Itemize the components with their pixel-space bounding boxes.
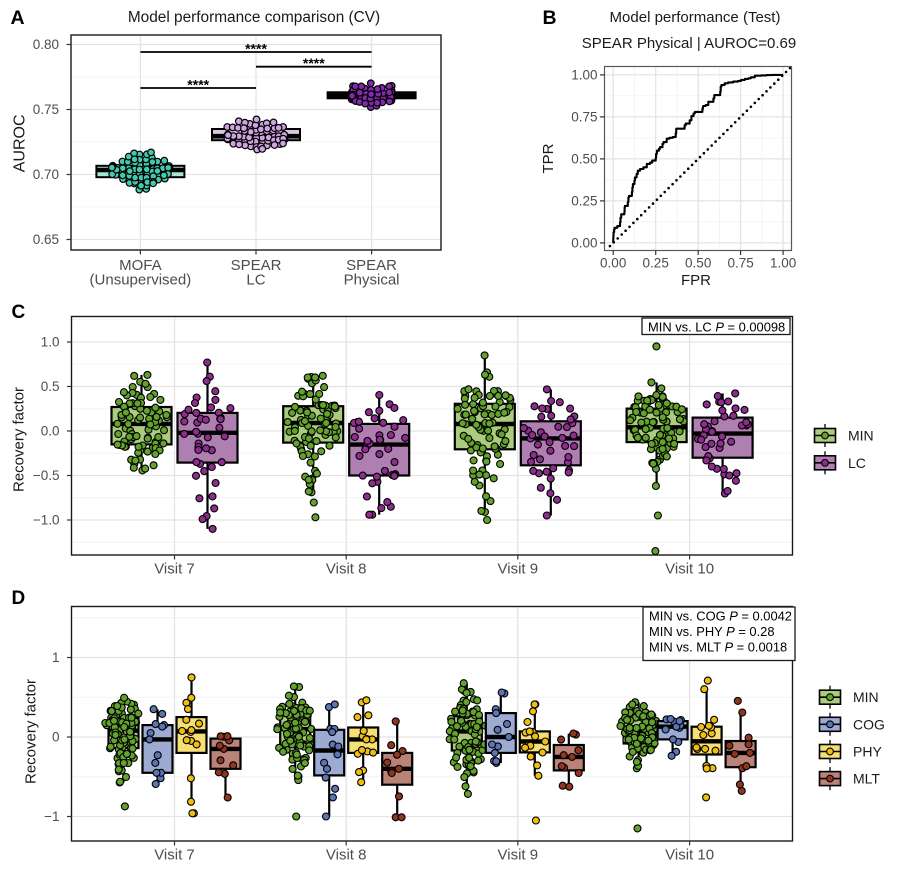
svg-text:MIN vs. COG P = 0.0042: MIN vs. COG P = 0.0042 bbox=[649, 608, 792, 623]
svg-text:0.25: 0.25 bbox=[643, 256, 669, 271]
svg-text:0.75: 0.75 bbox=[33, 102, 59, 117]
svg-text:Visit 7: Visit 7 bbox=[154, 561, 195, 578]
svg-text:Visit 9: Visit 9 bbox=[498, 847, 539, 864]
svg-text:D: D bbox=[12, 588, 26, 609]
svg-text:****: **** bbox=[303, 55, 325, 71]
svg-text:MIN vs. LC P = 0.00098: MIN vs. LC P = 0.00098 bbox=[648, 319, 785, 334]
svg-text:Visit 9: Visit 9 bbox=[498, 561, 539, 578]
svg-text:Model performance (Test): Model performance (Test) bbox=[610, 9, 781, 26]
svg-text:1: 1 bbox=[52, 650, 60, 665]
svg-text:Visit 7: Visit 7 bbox=[154, 847, 195, 864]
svg-text:B: B bbox=[543, 7, 557, 29]
svg-text:1.0: 1.0 bbox=[41, 335, 60, 350]
svg-text:0.50: 0.50 bbox=[571, 151, 597, 166]
svg-text:Visit 8: Visit 8 bbox=[326, 561, 367, 578]
svg-text:****: **** bbox=[245, 41, 267, 57]
svg-text:Visit 10: Visit 10 bbox=[665, 561, 714, 578]
svg-text:FPR: FPR bbox=[681, 272, 711, 289]
svg-text:Physical: Physical bbox=[344, 272, 400, 289]
svg-text:−0.5: −0.5 bbox=[33, 468, 60, 483]
svg-text:−1.0: −1.0 bbox=[33, 513, 60, 528]
svg-text:−1: −1 bbox=[44, 809, 59, 824]
svg-text:MLT: MLT bbox=[853, 771, 880, 787]
svg-text:MOFA: MOFA bbox=[119, 257, 162, 274]
svg-text:0.5: 0.5 bbox=[41, 379, 60, 394]
svg-text:Recovery factor: Recovery factor bbox=[11, 387, 28, 492]
svg-text:Visit 10: Visit 10 bbox=[665, 847, 714, 864]
svg-text:0.00: 0.00 bbox=[600, 256, 626, 271]
svg-text:MIN: MIN bbox=[853, 689, 879, 705]
svg-text:0.80: 0.80 bbox=[33, 37, 59, 52]
svg-text:(Unsupervised): (Unsupervised) bbox=[90, 272, 192, 289]
svg-text:0.70: 0.70 bbox=[33, 167, 59, 182]
svg-text:MIN: MIN bbox=[848, 428, 874, 444]
svg-text:Recovery factor: Recovery factor bbox=[23, 679, 40, 784]
svg-text:****: **** bbox=[187, 77, 209, 93]
svg-text:COG: COG bbox=[853, 716, 885, 732]
svg-text:Model performance comparison (: Model performance comparison (CV) bbox=[128, 9, 380, 26]
svg-text:SPEAR Physical | AUROC=0.69: SPEAR Physical | AUROC=0.69 bbox=[582, 35, 796, 52]
svg-text:0.0: 0.0 bbox=[41, 424, 60, 439]
svg-text:0.00: 0.00 bbox=[571, 235, 597, 250]
svg-text:MIN vs. PHY P = 0.28: MIN vs. PHY P = 0.28 bbox=[649, 624, 775, 639]
svg-text:0.75: 0.75 bbox=[571, 109, 597, 124]
svg-text:MIN vs. MLT P = 0.0018: MIN vs. MLT P = 0.0018 bbox=[649, 640, 787, 655]
svg-text:PHY: PHY bbox=[853, 744, 882, 760]
svg-text:AUROC: AUROC bbox=[11, 115, 28, 173]
svg-text:TPR: TPR bbox=[540, 143, 557, 173]
svg-text:A: A bbox=[11, 7, 25, 29]
svg-text:C: C bbox=[12, 302, 26, 323]
svg-text:LC: LC bbox=[848, 455, 866, 471]
svg-text:1.00: 1.00 bbox=[770, 256, 796, 271]
svg-text:Visit 8: Visit 8 bbox=[326, 847, 367, 864]
svg-text:0: 0 bbox=[52, 730, 60, 745]
svg-text:0.25: 0.25 bbox=[571, 193, 597, 208]
svg-text:LC: LC bbox=[246, 272, 265, 289]
svg-text:1.00: 1.00 bbox=[571, 67, 597, 82]
svg-text:SPEAR: SPEAR bbox=[346, 257, 397, 274]
svg-text:SPEAR: SPEAR bbox=[231, 257, 282, 274]
svg-text:0.75: 0.75 bbox=[727, 256, 753, 271]
svg-text:0.65: 0.65 bbox=[33, 232, 59, 247]
svg-text:0.50: 0.50 bbox=[685, 256, 711, 271]
